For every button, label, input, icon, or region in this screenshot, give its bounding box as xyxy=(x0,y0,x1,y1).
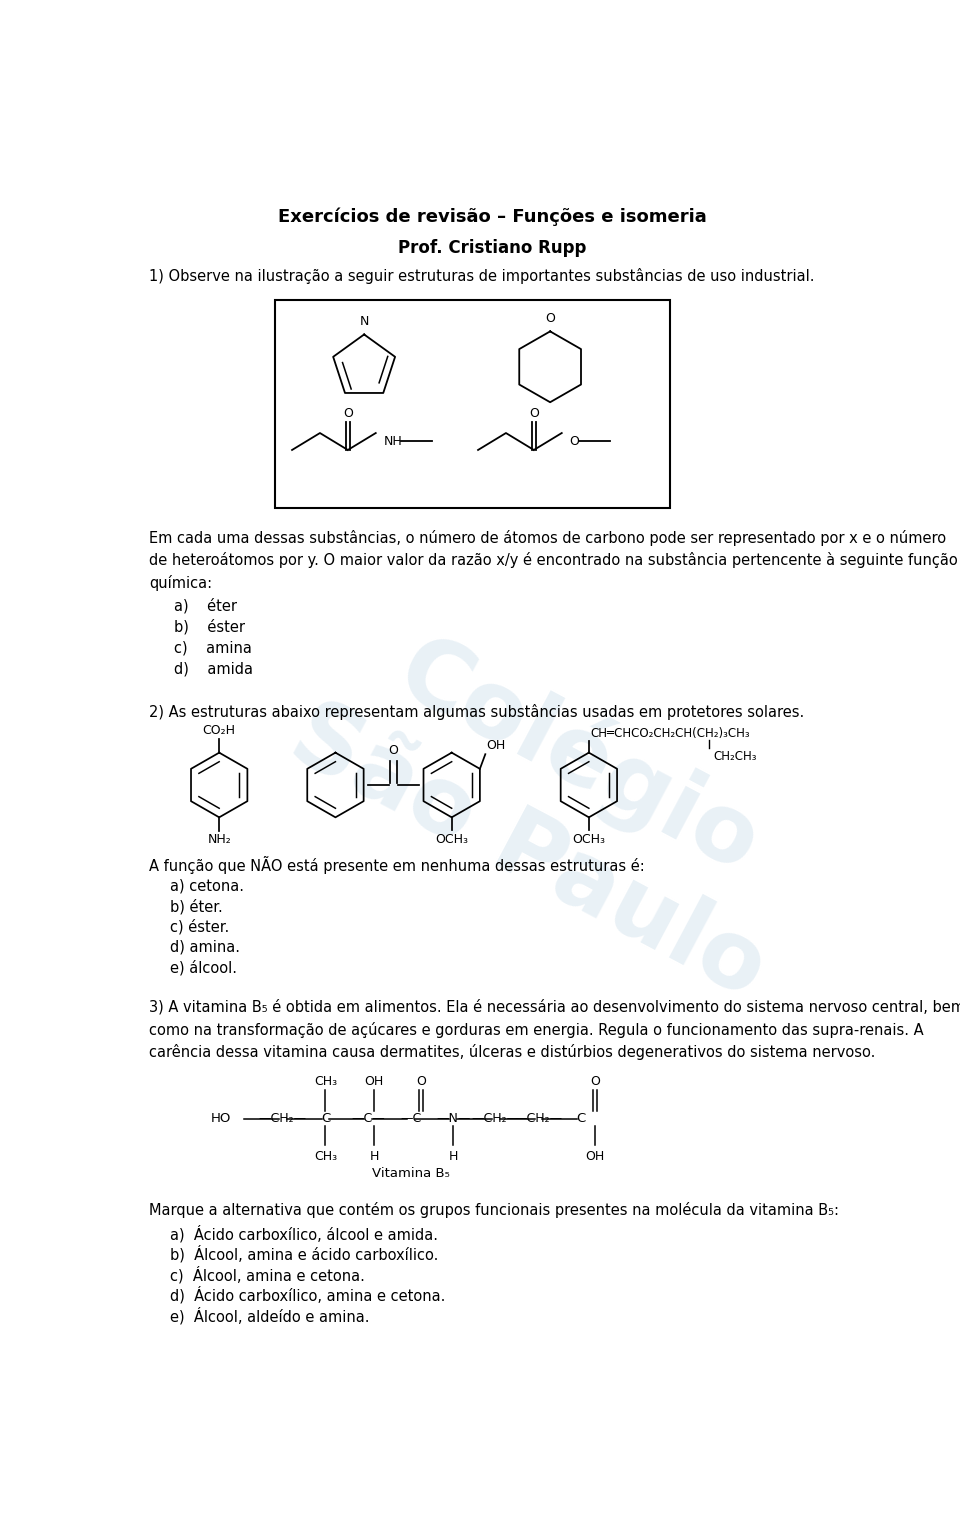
Text: Marque a alternativa que contém os grupos funcionais presentes na molécula da vi: Marque a alternativa que contém os grupo… xyxy=(150,1202,839,1219)
Text: N: N xyxy=(359,315,369,328)
Text: —CH₂—: —CH₂— xyxy=(258,1112,307,1125)
Text: —CH₂—: —CH₂— xyxy=(471,1112,520,1125)
Text: Em cada uma dessas substâncias, o número de átomos de carbono pode ser represent: Em cada uma dessas substâncias, o número… xyxy=(150,530,947,545)
Text: d) amina.: d) amina. xyxy=(170,939,240,954)
Text: OCH₃: OCH₃ xyxy=(572,832,606,846)
Text: 3) A vitamina B₅ é obtida em alimentos. Ela é necessária ao desenvolvimento do s: 3) A vitamina B₅ é obtida em alimentos. … xyxy=(150,1000,960,1015)
Text: b) éter.: b) éter. xyxy=(170,898,223,915)
Text: Exercícios de revisão – Funções e isomeria: Exercícios de revisão – Funções e isomer… xyxy=(277,208,707,226)
Text: CO₂H: CO₂H xyxy=(203,724,236,738)
Text: CH₃: CH₃ xyxy=(314,1075,337,1089)
Text: CH═CHCO₂CH₂CH(CH₂)₃CH₃: CH═CHCO₂CH₂CH(CH₂)₃CH₃ xyxy=(590,727,750,739)
Text: O: O xyxy=(343,406,352,420)
Text: —N—: —N— xyxy=(436,1112,470,1125)
Text: NH: NH xyxy=(383,435,402,447)
Text: H: H xyxy=(370,1150,379,1162)
Text: a)  Ácido carboxílico, álcool e amida.: a) Ácido carboxílico, álcool e amida. xyxy=(170,1225,439,1243)
Text: 2) As estruturas abaixo representam algumas substâncias usadas em protetores sol: 2) As estruturas abaixo representam algu… xyxy=(150,704,804,721)
Text: O: O xyxy=(590,1075,600,1089)
Text: —C: —C xyxy=(400,1112,421,1125)
Text: A função que NÃO está presente em nenhuma dessas estruturas é:: A função que NÃO está presente em nenhum… xyxy=(150,855,645,873)
Bar xyxy=(275,301,670,508)
Text: O: O xyxy=(529,406,539,420)
Text: OH: OH xyxy=(586,1150,605,1162)
Text: —CH₂—: —CH₂— xyxy=(515,1112,563,1125)
Text: a)    éter: a) éter xyxy=(175,599,237,614)
Text: OCH₃: OCH₃ xyxy=(435,832,468,846)
Text: química:: química: xyxy=(150,576,212,591)
Text: carência dessa vitamina causa dermatites, úlceras e distúrbios degenerativos do : carência dessa vitamina causa dermatites… xyxy=(150,1044,876,1060)
Text: O: O xyxy=(545,312,555,325)
Text: d)  Ácido carboxílico, amina e cetona.: d) Ácido carboxílico, amina e cetona. xyxy=(170,1286,445,1304)
Text: O: O xyxy=(569,435,580,447)
Text: Prof. Cristiano Rupp: Prof. Cristiano Rupp xyxy=(397,238,587,257)
Text: 1) Observe na ilustração a seguir estruturas de importantes substâncias de uso i: 1) Observe na ilustração a seguir estrut… xyxy=(150,267,815,284)
Text: H: H xyxy=(448,1150,458,1162)
Text: CH₃: CH₃ xyxy=(314,1150,337,1162)
Text: c)  Álcool, amina e cetona.: c) Álcool, amina e cetona. xyxy=(170,1266,365,1283)
Text: O: O xyxy=(417,1075,426,1089)
Text: CH₂CH₃: CH₂CH₃ xyxy=(713,750,756,762)
Text: NH₂: NH₂ xyxy=(207,832,231,846)
Text: OH: OH xyxy=(365,1075,384,1089)
Text: OH: OH xyxy=(486,739,505,751)
Text: C: C xyxy=(577,1112,586,1125)
Text: HO: HO xyxy=(210,1112,230,1125)
Text: c) éster.: c) éster. xyxy=(170,919,229,935)
Text: d)    amida: d) amida xyxy=(175,661,253,676)
Text: O: O xyxy=(389,744,398,757)
Text: como na transformação de açúcares e gorduras em energia. Regula o funcionamento : como na transformação de açúcares e gord… xyxy=(150,1022,924,1038)
Text: b)    éster: b) éster xyxy=(175,618,245,635)
Text: b)  Álcool, amina e ácido carboxílico.: b) Álcool, amina e ácido carboxílico. xyxy=(170,1246,439,1263)
Text: de heteroátomos por y. O maior valor da razão x/y é encontrado na substância per: de heteroátomos por y. O maior valor da … xyxy=(150,553,958,568)
Text: c)    amina: c) amina xyxy=(175,640,252,655)
Text: —C—: —C— xyxy=(351,1112,385,1125)
Text: e) álcool.: e) álcool. xyxy=(170,960,237,976)
Text: a) cetona.: a) cetona. xyxy=(170,878,245,893)
Text: e)  Álcool, aldeído e amina.: e) Álcool, aldeído e amina. xyxy=(170,1307,370,1324)
Text: C: C xyxy=(321,1112,330,1125)
Text: Colégio
São Paulo: Colégio São Paulo xyxy=(275,592,833,1017)
Text: Vitamina B₅: Vitamina B₅ xyxy=(372,1167,449,1179)
